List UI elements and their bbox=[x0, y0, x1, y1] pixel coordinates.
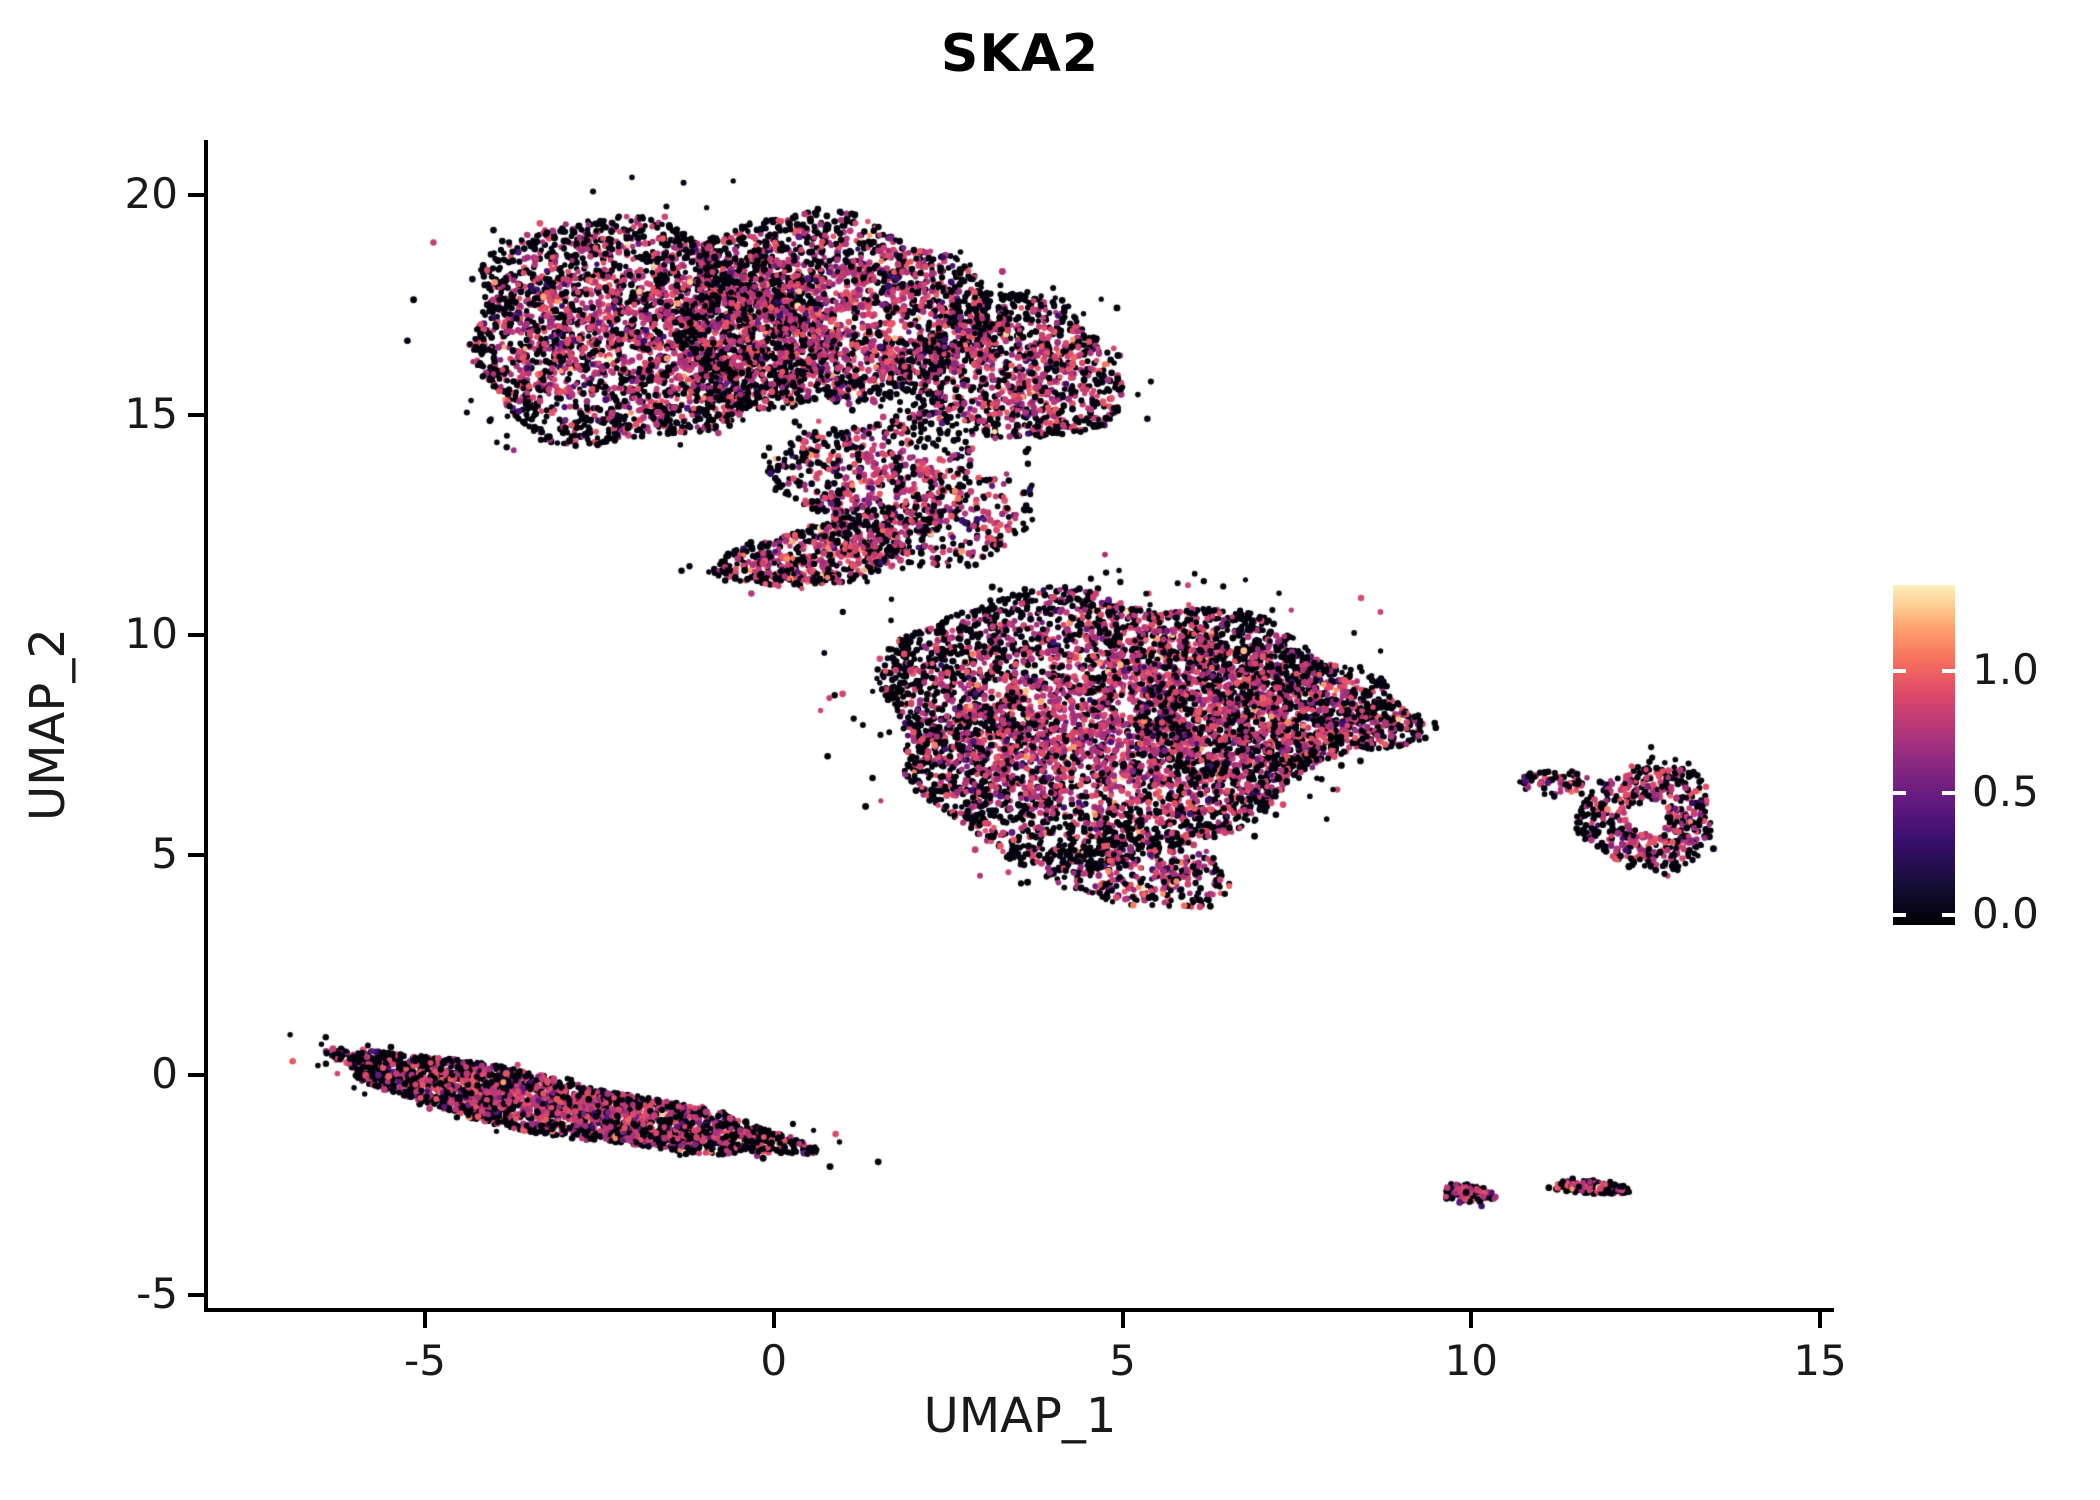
colorbar-tick-label: 1.0 bbox=[1972, 645, 2039, 694]
colorbar-tick bbox=[1942, 791, 1955, 795]
y-tick bbox=[188, 193, 204, 197]
x-tick-label: -5 bbox=[404, 1336, 446, 1385]
x-axis-label: UMAP_1 bbox=[923, 1388, 1117, 1444]
x-tick-label: 10 bbox=[1444, 1336, 1498, 1385]
y-tick-label: 10 bbox=[124, 609, 178, 658]
colorbar-tick-label: 0.5 bbox=[1972, 767, 2039, 816]
y-tick-label: 0 bbox=[151, 1049, 178, 1098]
colorbar-tick bbox=[1893, 669, 1906, 673]
y-tick bbox=[188, 1073, 204, 1077]
y-tick bbox=[188, 1293, 204, 1297]
x-tick-label: 0 bbox=[760, 1336, 788, 1385]
x-tick bbox=[1120, 1312, 1125, 1328]
y-axis-line bbox=[204, 140, 208, 1312]
y-tick-label: -5 bbox=[136, 1269, 178, 1318]
x-tick-label: 5 bbox=[1109, 1336, 1136, 1385]
colorbar-tick bbox=[1942, 913, 1955, 917]
y-tick-label: 5 bbox=[151, 829, 178, 878]
x-tick bbox=[771, 1312, 776, 1328]
x-tick-label: 15 bbox=[1793, 1336, 1847, 1385]
x-axis-line bbox=[204, 1308, 1834, 1312]
colorbar-tick bbox=[1893, 913, 1906, 917]
x-tick bbox=[423, 1312, 427, 1328]
y-tick bbox=[188, 633, 204, 637]
y-axis-label: UMAP_2 bbox=[20, 628, 76, 822]
colorbar-tick bbox=[1893, 791, 1906, 795]
colorbar bbox=[1893, 585, 1955, 925]
colorbar-tick bbox=[1942, 669, 1955, 673]
y-tick-label: 15 bbox=[124, 389, 178, 438]
y-tick-label: 20 bbox=[124, 169, 178, 218]
y-tick bbox=[188, 853, 204, 857]
x-tick bbox=[1469, 1312, 1474, 1328]
y-tick bbox=[188, 413, 204, 417]
x-tick bbox=[1818, 1312, 1822, 1328]
plot-title: SKA2 bbox=[940, 24, 1100, 84]
colorbar-tick-label: 0.0 bbox=[1972, 889, 2039, 938]
